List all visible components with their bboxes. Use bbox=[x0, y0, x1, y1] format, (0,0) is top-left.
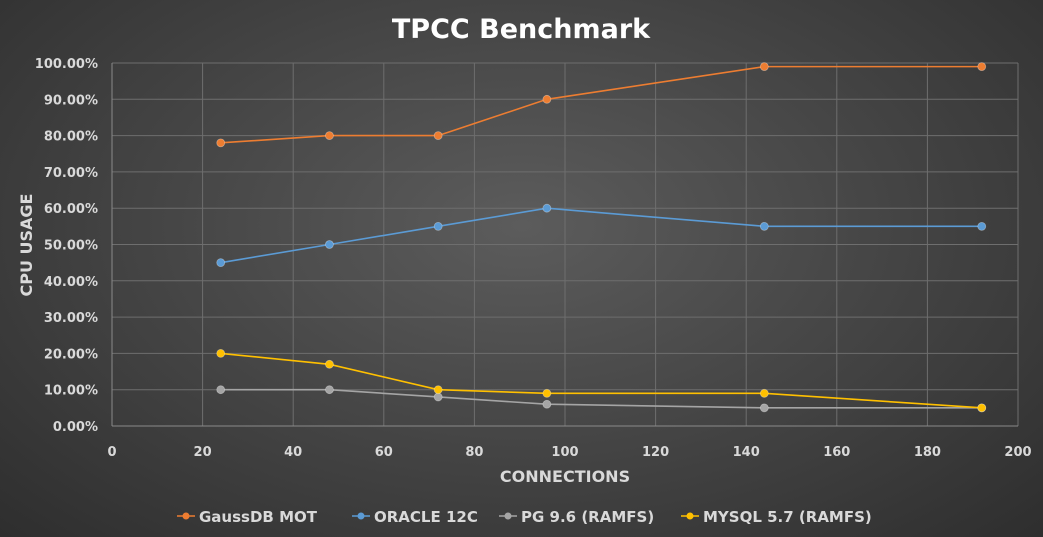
data-point bbox=[325, 385, 334, 395]
y-tick-label: 80.00% bbox=[44, 130, 98, 145]
chart-title: TPCC Benchmark bbox=[392, 14, 651, 45]
data-point bbox=[542, 203, 552, 213]
series-line bbox=[220, 65, 982, 144]
y-tick-label: 40.00% bbox=[44, 275, 98, 290]
legend-item: ORACLE 12C bbox=[352, 508, 478, 526]
gridlines bbox=[112, 62, 1019, 426]
data-point bbox=[216, 138, 226, 148]
x-tick-label: 60 bbox=[375, 445, 393, 460]
data-point bbox=[216, 385, 226, 395]
series-line bbox=[220, 207, 982, 264]
series-line bbox=[220, 352, 982, 409]
axes bbox=[111, 63, 1018, 427]
x-tick-label: 20 bbox=[194, 445, 212, 460]
y-axis-title: CPU USAGE bbox=[17, 194, 36, 297]
y-tick-label: 60.00% bbox=[44, 202, 98, 217]
data-point bbox=[977, 62, 987, 72]
data-point bbox=[216, 348, 226, 358]
legend-label: PG 9.6 (RAMFS) bbox=[521, 508, 654, 526]
y-tick-label: 100.00% bbox=[35, 57, 98, 72]
y-tick-label: 20.00% bbox=[44, 347, 98, 362]
x-tick-label: 100 bbox=[551, 445, 578, 460]
legend-swatch-marker bbox=[182, 512, 190, 520]
y-tick-label: 70.00% bbox=[44, 166, 98, 181]
data-point bbox=[216, 258, 226, 268]
legend-item: PG 9.6 (RAMFS) bbox=[499, 508, 654, 526]
x-tick-label: 80 bbox=[465, 445, 483, 460]
series-line bbox=[220, 388, 982, 409]
y-tick-label: 90.00% bbox=[44, 93, 98, 108]
x-tick-label: 40 bbox=[284, 445, 302, 460]
data-point bbox=[433, 385, 443, 395]
data-point bbox=[433, 221, 443, 231]
x-tick-label: 120 bbox=[642, 445, 669, 460]
series-layer bbox=[216, 62, 987, 413]
x-tick-label: 180 bbox=[914, 445, 941, 460]
legend-swatch-marker bbox=[504, 512, 512, 520]
legend-label: MYSQL 5.7 (RAMFS) bbox=[703, 508, 872, 526]
legend-swatch-marker bbox=[686, 512, 694, 520]
legend-label: GaussDB MOT bbox=[199, 508, 318, 526]
data-point bbox=[542, 399, 552, 409]
data-point bbox=[325, 359, 334, 369]
data-point bbox=[433, 392, 443, 402]
y-tick-label: 10.00% bbox=[44, 384, 98, 399]
data-point bbox=[977, 403, 987, 413]
legend-item: GaussDB MOT bbox=[177, 508, 318, 526]
data-point bbox=[759, 388, 769, 398]
y-tick-label: 0.00% bbox=[53, 420, 98, 435]
data-point bbox=[542, 388, 552, 398]
data-point bbox=[759, 62, 769, 72]
data-point bbox=[433, 131, 443, 141]
series-1 bbox=[216, 203, 987, 268]
data-point bbox=[759, 221, 769, 231]
legend-item: MYSQL 5.7 (RAMFS) bbox=[681, 508, 872, 526]
series-3 bbox=[216, 348, 987, 413]
x-axis-title: CONNECTIONS bbox=[500, 467, 630, 486]
x-tick-label: 160 bbox=[823, 445, 850, 460]
series-0 bbox=[216, 62, 987, 148]
data-point bbox=[325, 240, 334, 249]
y-axis-ticks: 0.00% 10.00% 20.00% 30.00% 40.00% 50.00% 60.00… bbox=[35, 57, 98, 435]
data-point bbox=[759, 403, 769, 413]
x-tick-label: 140 bbox=[733, 445, 760, 460]
legend-swatch-marker bbox=[357, 512, 365, 520]
y-tick-label: 30.00% bbox=[44, 311, 98, 326]
data-point bbox=[542, 94, 552, 104]
x-axis-ticks: 0 20 40 60 80 100 120 140 160 180 200 bbox=[107, 445, 1031, 460]
y-tick-label: 50.00% bbox=[44, 239, 98, 254]
legend-label: ORACLE 12C bbox=[374, 508, 478, 526]
data-point bbox=[977, 221, 987, 231]
x-tick-label: 0 bbox=[107, 445, 116, 460]
legend: GaussDB MOT ORACLE 12C PG 9.6 (RAMFS) MYSQL… bbox=[177, 508, 872, 526]
data-point bbox=[325, 131, 334, 141]
x-tick-label: 200 bbox=[1004, 445, 1031, 460]
